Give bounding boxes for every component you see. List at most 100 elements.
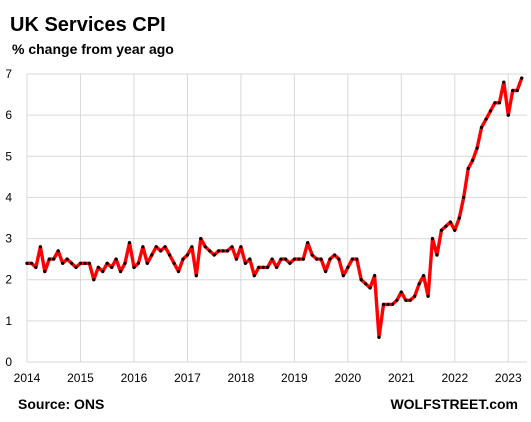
data-point (488, 109, 493, 113)
data-point (78, 261, 83, 265)
data-point (110, 265, 114, 269)
data-point (288, 261, 292, 265)
data-point (47, 257, 51, 261)
data-point (413, 294, 417, 298)
data-point (217, 249, 221, 253)
y-tick-label: 2 (5, 273, 12, 287)
data-point (65, 257, 69, 261)
data-point (239, 245, 243, 249)
data-point (234, 257, 238, 261)
data-point (453, 228, 457, 232)
x-axis-ticks: 2014 2015 2016 2017 2018 2019 2020 2021 2022 2023 (14, 371, 522, 385)
data-point (136, 261, 140, 265)
data-point (350, 257, 354, 261)
data-point (159, 249, 163, 253)
data-point (390, 302, 394, 306)
data-point (381, 302, 386, 306)
data-point (203, 245, 207, 249)
data-point (270, 257, 274, 261)
gridlines (26, 73, 527, 363)
x-tick-label: 2018 (228, 371, 255, 385)
data-point (190, 245, 194, 249)
data-point (248, 257, 252, 261)
data-point (43, 269, 47, 274)
data-point (185, 253, 189, 257)
data-point (56, 249, 60, 253)
data-point (479, 125, 484, 130)
data-point (497, 101, 501, 105)
data-point (283, 257, 288, 261)
y-tick-label: 7 (5, 67, 12, 81)
data-point (25, 261, 29, 265)
data-point (395, 298, 399, 302)
data-point (70, 261, 74, 265)
data-point (328, 257, 332, 261)
data-point (83, 261, 87, 265)
data-point (297, 257, 301, 261)
data-point (114, 257, 118, 261)
data-point (261, 265, 265, 269)
data-point (324, 269, 328, 274)
data-point (243, 261, 247, 265)
data-point (319, 257, 323, 261)
data-point (127, 241, 132, 245)
y-tick-label: 6 (5, 108, 12, 122)
data-point (87, 261, 91, 265)
source-label: Source: ONS (18, 396, 104, 412)
data-point (92, 278, 96, 282)
x-tick-label: 2015 (67, 371, 94, 385)
y-axis-ticks: 0 1 2 3 4 5 6 7 (5, 67, 12, 369)
data-point (502, 80, 506, 84)
data-point (484, 117, 488, 121)
data-point (225, 249, 230, 253)
data-point (471, 158, 475, 162)
x-tick-label: 2017 (174, 371, 201, 385)
data-point (38, 245, 43, 249)
data-point (346, 265, 350, 269)
data-point (444, 224, 448, 228)
data-point (341, 274, 345, 278)
data-point (101, 269, 105, 274)
data-point (520, 76, 524, 80)
data-point (426, 294, 430, 298)
chart-subtitle: % change from year ago (12, 41, 174, 57)
x-tick-label: 2016 (121, 371, 148, 385)
x-tick-label: 2021 (388, 371, 415, 385)
data-point (221, 249, 225, 253)
data-point (230, 245, 234, 249)
data-point (123, 261, 127, 265)
data-point (422, 274, 426, 278)
y-tick-label: 4 (5, 190, 12, 204)
data-point (154, 245, 158, 249)
data-point (435, 253, 439, 257)
data-point (279, 257, 283, 261)
data-point (150, 253, 154, 257)
data-point (515, 88, 519, 93)
data-point (457, 216, 461, 220)
chart-title: UK Services CPI (10, 14, 166, 36)
data-point (315, 257, 319, 261)
data-point (29, 261, 34, 265)
data-point (466, 167, 470, 171)
series-points (25, 76, 524, 339)
data-point (212, 253, 216, 257)
data-point (145, 261, 149, 265)
data-point (194, 274, 198, 278)
data-point (430, 237, 435, 241)
brand-label: WOLFSTREET.com (390, 396, 518, 412)
data-point (332, 253, 337, 257)
data-point (408, 298, 412, 302)
data-point (373, 274, 377, 278)
data-point (301, 257, 305, 261)
data-point (74, 265, 78, 269)
data-point (399, 290, 403, 294)
y-tick-label: 0 (5, 355, 12, 369)
data-point (172, 261, 176, 265)
y-tick-label: 5 (5, 149, 12, 163)
data-point (377, 335, 381, 339)
data-point (359, 278, 363, 282)
data-point (163, 245, 167, 249)
data-point (310, 253, 314, 257)
data-point (386, 302, 390, 306)
series-line (25, 76, 524, 339)
